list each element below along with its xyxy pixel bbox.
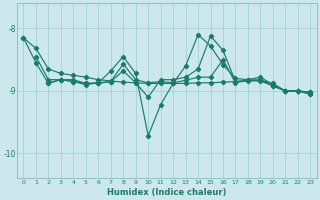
X-axis label: Humidex (Indice chaleur): Humidex (Indice chaleur) bbox=[107, 188, 227, 197]
